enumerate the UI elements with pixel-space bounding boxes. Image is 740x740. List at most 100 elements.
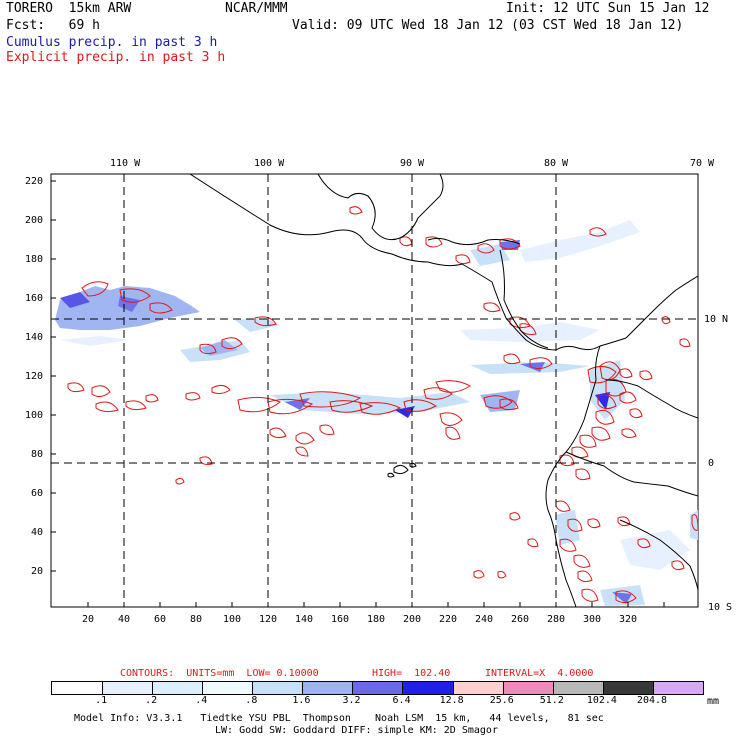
galapagos bbox=[393, 464, 409, 475]
y-tick: 140 bbox=[25, 332, 44, 343]
lon-label-80w: 80 W bbox=[544, 158, 569, 169]
x-tick: 80 bbox=[190, 614, 203, 625]
central-america bbox=[427, 237, 521, 246]
colorbar-swatch bbox=[552, 682, 603, 694]
colorbar-labels: .1 .2 .4 .8 1.6 3.2 6.4 12.8 25.6 51.2 102.4 204.8 bbox=[0, 695, 740, 707]
colorbar-label: .8 bbox=[245, 695, 258, 706]
latlon-grid bbox=[51, 174, 698, 607]
precip-area-blue bbox=[595, 392, 610, 410]
init-time: Init: 12 UTC Sun 15 Jan 12 bbox=[506, 1, 710, 16]
colorbar-swatch bbox=[252, 682, 303, 694]
physics-info: LW: Godd SW: Goddard DIFF: simple KM: 2D… bbox=[215, 725, 498, 736]
y-tick: 80 bbox=[31, 449, 44, 460]
y-tick: 60 bbox=[31, 488, 44, 499]
precip-area-light bbox=[235, 318, 280, 332]
x-tick: 280 bbox=[547, 614, 566, 625]
cumulus-precip-shading bbox=[55, 220, 698, 606]
precip-area-darkblue bbox=[60, 292, 90, 308]
panama bbox=[555, 337, 627, 351]
x-tick: 60 bbox=[154, 614, 167, 625]
coastlines bbox=[189, 174, 698, 607]
precip-area-blue bbox=[612, 592, 632, 604]
contours-high: HIGH= 102.40 bbox=[372, 668, 451, 679]
cumulus-legend-line: Cumulus precip. in past 3 h bbox=[6, 35, 218, 50]
colorbar-swatch bbox=[352, 682, 403, 694]
ecuador-peru-border bbox=[565, 451, 698, 497]
colorbar bbox=[51, 681, 704, 695]
y-tick: 160 bbox=[25, 293, 44, 304]
precip-area-blue bbox=[200, 340, 238, 356]
x-tick: 180 bbox=[367, 614, 386, 625]
lon-label-110w: 110 W bbox=[110, 158, 141, 169]
valid-time: Valid: 09 UTC Wed 18 Jan 12 (03 CST Wed … bbox=[292, 18, 684, 33]
colorbar-swatch bbox=[302, 682, 353, 694]
lat-label-10n: 10 N bbox=[704, 314, 729, 325]
x-tick: 220 bbox=[439, 614, 458, 625]
south-america-west bbox=[545, 345, 601, 607]
colorbar-label: 102.4 bbox=[586, 695, 617, 706]
colorbar-swatch bbox=[152, 682, 203, 694]
explicit-precip-contours bbox=[67, 206, 698, 604]
colorbar-label: 3.2 bbox=[342, 695, 361, 706]
y-tick: 40 bbox=[31, 527, 44, 538]
x-tick: 300 bbox=[583, 614, 602, 625]
colorbar-swatch bbox=[652, 682, 703, 694]
yucatan bbox=[317, 174, 444, 241]
colorbar-label: .2 bbox=[145, 695, 158, 706]
x-tick: 200 bbox=[403, 614, 422, 625]
caribbean-coast bbox=[499, 249, 549, 349]
x-tick: 160 bbox=[331, 614, 350, 625]
lat-label-0: 0 bbox=[708, 458, 715, 469]
colorbar-swatch bbox=[52, 682, 103, 694]
south-america-north bbox=[625, 275, 698, 339]
x-tick: 20 bbox=[82, 614, 95, 625]
forecast-hour: Fcst: 69 h bbox=[6, 18, 100, 33]
y-tick: 20 bbox=[31, 566, 44, 577]
colorbar-label: 204.8 bbox=[636, 695, 668, 706]
colorbar-swatch bbox=[602, 682, 653, 694]
y-tick: 220 bbox=[25, 176, 44, 187]
colorbar-label: .1 bbox=[95, 695, 108, 706]
colorbar-swatch bbox=[202, 682, 253, 694]
lat-label-10s: 10 S bbox=[708, 602, 733, 613]
explicit-legend-line: Explicit precip. in past 3 h bbox=[6, 50, 226, 65]
colorbar-unit: mm bbox=[707, 696, 720, 707]
colorbar-label: 1.6 bbox=[292, 695, 311, 706]
colorbar-label: 6.4 bbox=[392, 695, 411, 706]
model-title: TORERO 15km ARW bbox=[6, 1, 132, 16]
colorbar-swatch bbox=[452, 682, 503, 694]
colorbar-label: 12.8 bbox=[439, 695, 464, 706]
peru-brazil-border bbox=[619, 519, 698, 591]
org-label: NCAR/MMM bbox=[225, 1, 288, 16]
precip-area-blue bbox=[395, 406, 415, 418]
axis-ticks bbox=[51, 180, 665, 607]
y-tick: 120 bbox=[25, 371, 44, 382]
x-tick: 260 bbox=[511, 614, 530, 625]
x-tick: 240 bbox=[475, 614, 494, 625]
y-tick: 200 bbox=[25, 215, 44, 226]
contours-interval: INTERVAL=X 4.0000 bbox=[485, 668, 594, 679]
colorbar-swatch bbox=[402, 682, 453, 694]
galapagos bbox=[387, 472, 395, 478]
x-tick: 40 bbox=[118, 614, 131, 625]
x-tick: 140 bbox=[295, 614, 314, 625]
x-tick: 100 bbox=[223, 614, 242, 625]
colorbar-label: 51.2 bbox=[539, 695, 564, 706]
lon-label-70w: 70 W bbox=[690, 158, 715, 169]
precip-area-light bbox=[460, 322, 600, 342]
precip-area-light bbox=[520, 220, 640, 262]
colorbar-label: 25.6 bbox=[489, 695, 514, 706]
precip-area-light bbox=[60, 336, 130, 346]
model-info: Model Info: V3.3.1 Tiedtke YSU PBL Thomp… bbox=[74, 713, 604, 724]
x-tick: 120 bbox=[259, 614, 278, 625]
x-tick: 320 bbox=[619, 614, 638, 625]
y-tick: 180 bbox=[25, 254, 44, 265]
colorbar-swatch bbox=[502, 682, 553, 694]
colombia-border bbox=[605, 379, 698, 419]
contours-info: CONTOURS: UNITS=mm LOW= 0.10000 bbox=[120, 668, 319, 679]
precip-area-light bbox=[470, 244, 510, 266]
lon-label-100w: 100 W bbox=[254, 158, 285, 169]
mexico-coast bbox=[189, 174, 557, 351]
y-tick: 100 bbox=[25, 410, 44, 421]
